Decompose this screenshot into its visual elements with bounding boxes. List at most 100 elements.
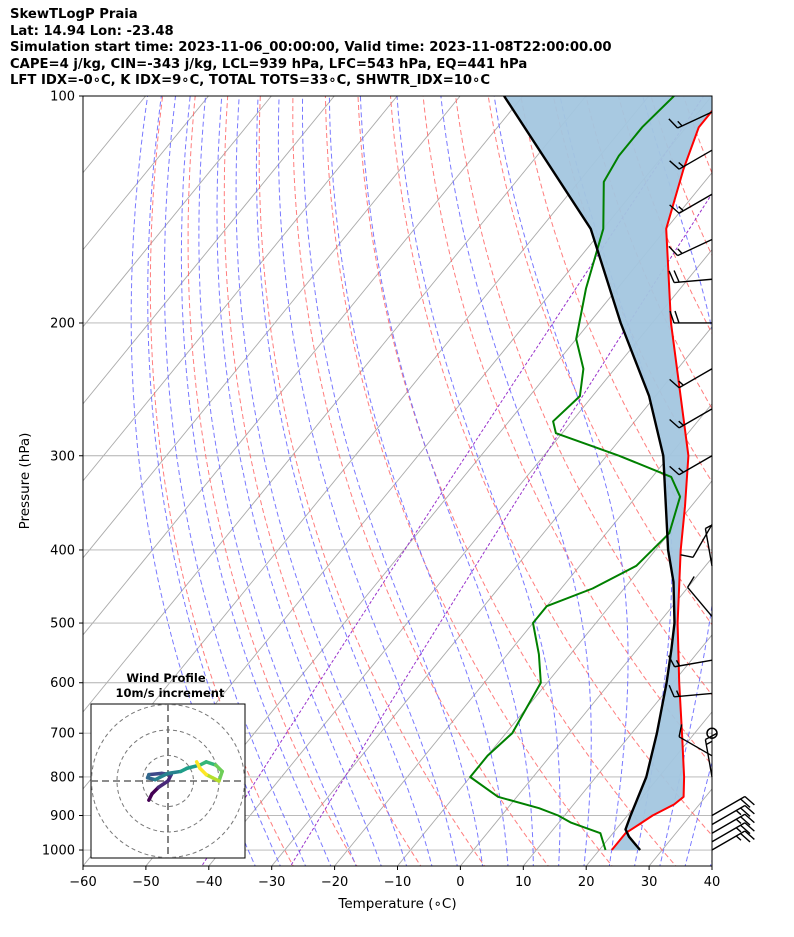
isotherm-line — [83, 96, 461, 559]
wind-barb-staff — [687, 586, 713, 617]
wind-barb-flag — [669, 418, 680, 429]
moist-adiabat-line — [396, 96, 561, 866]
title-location: Lat: 14.94 Lon: -23.48 — [10, 23, 174, 39]
wind-barb-flag — [740, 816, 751, 826]
wind-barb-flag — [744, 795, 755, 806]
wind-barb-half-flag — [675, 659, 681, 667]
dry-adiabat-line — [149, 96, 294, 866]
wind-barb — [669, 455, 713, 476]
wind-barb-flag — [668, 270, 675, 283]
moist-adiabat-line — [302, 96, 484, 866]
wind-barb — [711, 813, 755, 834]
wind-barb-staff — [704, 739, 713, 778]
wind-barb-flag — [744, 822, 755, 832]
wind-barb — [669, 368, 713, 389]
wind-barb-staff — [678, 455, 713, 476]
wind-barb — [667, 655, 713, 668]
wind-barb-half-flag — [677, 248, 683, 254]
dry-adiabat-line — [520, 96, 712, 555]
wind-barb-staff — [678, 149, 713, 170]
moist-adiabat-line — [147, 96, 281, 866]
wind-barb — [669, 149, 713, 170]
dry-adiabat-line — [742, 79, 794, 869]
wind-barb-flag — [686, 576, 695, 588]
wind-barb — [669, 193, 713, 214]
hodograph-plot — [91, 704, 245, 858]
wind-barb-half-flag — [735, 818, 742, 824]
wind-barb — [668, 684, 713, 698]
y-tick-label: 400 — [50, 543, 75, 558]
y-tick-label: 700 — [50, 727, 75, 742]
dry-adiabat-line — [324, 96, 613, 866]
dry-adiabat-line — [710, 79, 794, 869]
title-stability-indices: LFT IDX=-0∘C, K IDX=9∘C, TOTAL TOTS=33∘C… — [10, 73, 491, 89]
wind-barb — [668, 270, 713, 284]
x-tick-label: −40 — [195, 875, 222, 890]
moist-adiabat-line — [709, 858, 712, 866]
wind-barb-flag — [744, 804, 755, 815]
x-tick-label: 40 — [704, 875, 721, 890]
wind-barb — [686, 576, 713, 617]
mixing-ratio-line — [290, 192, 712, 866]
wind-barb-staff — [674, 692, 713, 698]
x-tick-label: 30 — [641, 875, 658, 890]
moist-adiabat-line — [277, 96, 458, 866]
wind-barb-half-flag — [675, 690, 680, 697]
wind-barb-half-flag — [735, 827, 742, 833]
wind-barb-flag — [674, 310, 680, 324]
x-tick-label: 0 — [456, 875, 464, 890]
moist-adiabat-line — [359, 96, 534, 866]
wind-barb-half-flag — [705, 524, 712, 530]
hodograph-trace-segment — [147, 771, 164, 777]
moist-adiabat-line — [328, 96, 509, 866]
moist-adiabat-line — [216, 96, 382, 866]
x-tick-label: 10 — [515, 875, 532, 890]
hodograph-trace-segment — [153, 771, 170, 782]
wind-barb-half-flag — [677, 120, 683, 127]
dry-adiabat-line — [187, 96, 358, 866]
wind-barb — [678, 724, 713, 757]
x-tick-label: 20 — [578, 875, 595, 890]
moist-adiabat-line — [440, 96, 592, 866]
wind-barb-flag — [744, 813, 755, 824]
moist-adiabat-line — [642, 96, 712, 866]
x-tick-label: −10 — [384, 875, 411, 890]
wind-barb-staff — [677, 111, 713, 129]
moist-adiabat-line — [255, 96, 433, 866]
wind-barb-flag — [668, 118, 679, 129]
x-tick-label: −50 — [132, 875, 159, 890]
isotherm-line — [585, 711, 712, 866]
wind-barb-flag — [669, 310, 675, 324]
wind-barb-flag — [668, 245, 679, 257]
x-axis-label: Temperature (∘C) — [337, 896, 456, 912]
y-tick-label: 500 — [50, 617, 75, 632]
wind-barb-half-flag — [678, 380, 684, 386]
wind-barb-staff — [678, 368, 713, 389]
dry-adiabat-line — [487, 96, 712, 626]
wind-barb-flag — [668, 684, 675, 698]
wind-barb-staff — [711, 822, 746, 843]
isotherm-line — [83, 96, 209, 251]
wind-barb-staff — [678, 408, 713, 429]
wind-barb-flag — [680, 554, 694, 559]
hodograph-trace-segment — [166, 769, 183, 776]
y-tick-label: 900 — [50, 809, 75, 824]
isotherm-line — [334, 403, 712, 866]
isotherm-line — [83, 96, 587, 713]
wind-barb — [704, 732, 717, 778]
wind-barb-staff — [674, 278, 713, 284]
dry-adiabat-line — [774, 79, 794, 869]
dry-adiabat-line — [389, 96, 712, 837]
wind-barb-calm — [706, 727, 718, 739]
y-tick-label: 200 — [50, 316, 75, 331]
y-tick-label: 600 — [50, 676, 75, 691]
wind-barb — [704, 524, 713, 567]
isotherm-line — [208, 248, 712, 866]
hodograph-title: Wind Profile — [126, 671, 206, 685]
wind-barb-staff — [711, 813, 746, 834]
y-tick-label: 1000 — [42, 844, 75, 859]
wind-barb-staff — [692, 524, 713, 558]
wind-barb-flag — [673, 270, 680, 283]
wind-barb-flag — [669, 160, 680, 170]
